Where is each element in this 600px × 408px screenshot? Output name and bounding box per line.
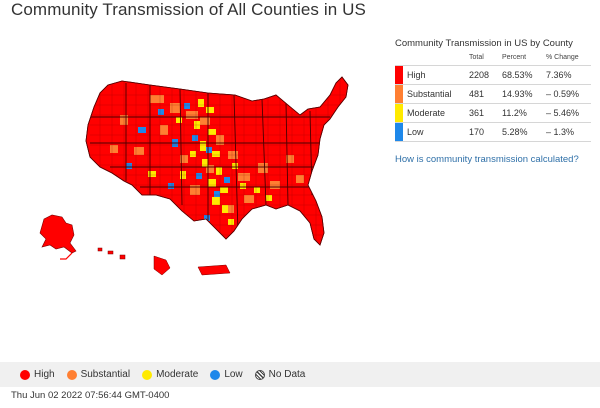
percent-value: 14.93% — [502, 84, 546, 104]
moderate-swatch — [395, 104, 403, 122]
legend-item-low[interactable]: Low — [210, 369, 243, 380]
change-value: – 0.59% — [546, 84, 591, 104]
percent-value: 68.53% — [502, 65, 546, 85]
contiguous-us-region — [85, 76, 349, 246]
level-label: High — [405, 65, 469, 85]
state-borders — [90, 83, 330, 234]
puerto-rico-region — [197, 264, 231, 276]
stats-panel: Community Transmission in US by County T… — [395, 38, 595, 165]
total-value: 2208 — [469, 65, 502, 85]
header-percent: Percent — [502, 54, 527, 61]
low-dot-icon — [210, 369, 221, 380]
moderate-dot-icon — [142, 369, 153, 380]
stats-row-substantial: Substantial 481 14.93% – 0.59% — [395, 84, 591, 104]
legend-label: Low — [224, 369, 243, 380]
header-change: % Change — [546, 54, 579, 61]
legend-label: No Data — [268, 369, 306, 380]
county-fill-layer — [90, 77, 348, 245]
stats-row-moderate: Moderate 361 11.2% – 5.46% — [395, 103, 591, 123]
hatched-dot-icon — [254, 369, 265, 380]
level-label: Substantial — [405, 84, 469, 104]
legend-label: Moderate — [156, 369, 199, 380]
change-value: 7.36% — [546, 65, 591, 85]
level-label: Low — [405, 122, 469, 142]
total-value: 361 — [469, 103, 502, 123]
stats-row-high: High 2208 68.53% 7.36% — [395, 65, 591, 85]
stats-title: Community Transmission in US by County — [395, 38, 573, 49]
legend-label: High — [34, 369, 55, 380]
substantial-dot-icon — [66, 369, 77, 380]
percent-value: 5.28% — [502, 122, 546, 142]
stats-row-low: Low 170 5.28% – 1.3% — [395, 122, 591, 142]
legend-item-substantial[interactable]: Substantial — [66, 369, 131, 380]
alaska-region — [39, 214, 77, 254]
total-value: 170 — [469, 122, 502, 142]
change-value: – 1.3% — [546, 122, 591, 142]
high-dot-icon — [20, 369, 30, 380]
stats-table: Total Percent % Change High 2208 68.53% … — [395, 53, 591, 142]
data-timestamp: Thu Jun 02 2022 07:56:44 GMT-0400 — [11, 390, 170, 401]
hawaii-region — [97, 247, 171, 276]
map-legend: High Substantial Moderate Low No Data — [0, 362, 600, 387]
aleutian-islands — [60, 252, 73, 260]
change-value: – 5.46% — [546, 103, 591, 123]
substantial-swatch — [395, 85, 403, 103]
high-swatch — [395, 66, 403, 84]
legend-label: Substantial — [80, 369, 131, 380]
stats-header-row: Total Percent % Change — [395, 53, 591, 66]
total-value: 481 — [469, 84, 502, 104]
level-label: Moderate — [405, 103, 469, 123]
transmission-calculation-link[interactable]: How is community transmission calculated… — [395, 154, 579, 165]
low-swatch — [395, 123, 403, 141]
legend-item-moderate[interactable]: Moderate — [142, 369, 198, 380]
legend-item-no-data[interactable]: No Data — [254, 369, 306, 380]
header-total: Total — [469, 54, 484, 61]
legend-item-high[interactable]: High — [20, 369, 55, 380]
percent-value: 11.2% — [502, 103, 546, 123]
us-county-map[interactable] — [30, 55, 370, 290]
page-title: Community Transmission of All Counties i… — [11, 0, 366, 19]
